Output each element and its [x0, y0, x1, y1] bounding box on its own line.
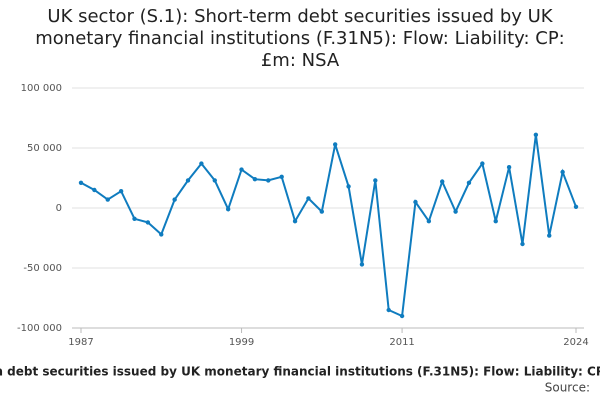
data-point — [279, 174, 284, 179]
data-point — [413, 199, 418, 205]
data-point — [239, 167, 244, 172]
x-tick-label: 1987 — [68, 337, 93, 348]
data-point — [466, 180, 472, 185]
data-point — [212, 178, 217, 183]
data-point — [306, 196, 311, 201]
data-point — [118, 189, 124, 194]
source-label: Source: — [545, 381, 590, 395]
data-point — [292, 219, 298, 224]
data-point — [520, 241, 525, 247]
y-tick-label: 0 — [56, 203, 62, 214]
data-point — [493, 219, 498, 224]
y-tick-label: 50 000 — [27, 143, 62, 154]
chart-title: UK sector (S.1): Short-term debt securit… — [35, 6, 565, 71]
series-line — [80, 134, 577, 318]
data-point — [252, 177, 258, 182]
data-point — [399, 313, 405, 319]
data-point — [266, 178, 271, 183]
data-point — [480, 161, 485, 166]
data-point — [92, 187, 97, 193]
y-tick-label: -50 000 — [23, 263, 62, 274]
x-tick-label: 1999 — [229, 337, 254, 348]
data-point — [145, 220, 151, 225]
data-point — [453, 209, 458, 214]
x-tick-label: 2024 — [563, 337, 588, 348]
data-point — [386, 307, 391, 313]
data-point — [547, 233, 552, 238]
data-point — [319, 209, 325, 214]
data-point — [225, 207, 231, 212]
data-point — [560, 169, 565, 175]
y-tick-label: 100 000 — [21, 83, 62, 94]
data-point — [426, 219, 432, 224]
y-tick-label: -100 000 — [17, 323, 62, 334]
data-point — [440, 179, 445, 184]
data-point — [359, 262, 365, 267]
data-point — [533, 132, 539, 137]
data-point — [199, 161, 204, 166]
data-point — [159, 232, 164, 237]
data-point — [185, 178, 191, 183]
data-point — [78, 180, 84, 185]
data-point — [373, 178, 378, 183]
data-point — [346, 184, 351, 189]
data-point — [506, 165, 512, 170]
data-point — [573, 204, 579, 209]
data-point — [105, 197, 110, 202]
data-point — [172, 197, 177, 202]
x-tick-label: 2011 — [389, 337, 414, 348]
data-point — [332, 142, 338, 147]
x-axis-label: Short-term debt securities issued by UK … — [0, 365, 600, 379]
data-point — [132, 216, 137, 221]
